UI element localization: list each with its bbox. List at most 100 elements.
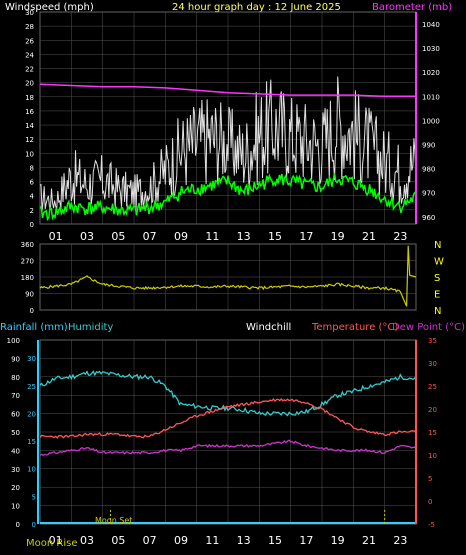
graph-title: 24 hour graph day : 12 June 2025	[172, 2, 341, 13]
hour-tick-label: 15	[268, 230, 282, 243]
direction-degree-label: 90	[25, 291, 34, 299]
barometer-tick-label: 1000	[422, 117, 440, 125]
windspeed-tick-label: 24	[25, 51, 34, 59]
temp-panel-series	[39, 370, 417, 524]
temperature-line	[39, 397, 417, 439]
hour-tick-label: 09	[174, 230, 188, 243]
humidity-tick-label: 0	[16, 521, 20, 529]
direction-degree-label: 180	[21, 274, 34, 282]
temperature-tick-label: -5	[428, 521, 435, 529]
temperature-tick-label: 35	[428, 337, 437, 345]
windspeed-tick-label: 28	[25, 23, 34, 31]
hour-tick-label: 03	[80, 534, 94, 547]
barometer-tick-label: 1030	[422, 45, 440, 53]
windspeed-tick-label: 10	[25, 150, 34, 158]
windchill-axis-title: Windchill	[246, 322, 291, 333]
dew-point-line	[39, 439, 417, 456]
wind-direction-line	[39, 245, 417, 307]
windspeed-line	[39, 76, 417, 212]
windspeed-tick-label: 6	[30, 179, 35, 187]
moon-rise-label: Moon Rise	[26, 538, 77, 549]
humidity-tick-label: 10	[11, 503, 20, 511]
barometer-tick-label: 1020	[422, 69, 440, 77]
barometer-tick-label: 970	[422, 190, 435, 198]
hour-tick-label: 17	[299, 534, 313, 547]
hour-tick-label: 17	[299, 230, 313, 243]
barometer-tick-label: 1010	[422, 93, 440, 101]
hour-tick-label: 19	[331, 230, 345, 243]
rain-tick-label: 20	[27, 410, 36, 418]
windspeed-tick-label: 30	[25, 9, 34, 17]
compass-label: E	[434, 290, 440, 301]
rain-tick-label: 30	[27, 355, 36, 363]
direction-degree-label: 0	[30, 307, 34, 315]
humidity-tick-label: 90	[11, 355, 20, 363]
hour-tick-label: 05	[111, 534, 125, 547]
windspeed-tick-label: 2	[30, 207, 34, 215]
hour-tick-label: 13	[237, 230, 251, 243]
barometer-tick-label: 960	[422, 214, 435, 222]
humidity-tick-label: 40	[11, 447, 20, 455]
rain-tick-label: 25	[27, 383, 36, 391]
humidity-tick-label: 50	[11, 429, 20, 437]
temperature-tick-label: 25	[428, 383, 437, 391]
barometer-line	[39, 83, 416, 98]
windspeed-tick-label: 12	[25, 136, 34, 144]
barometer-tick-label: 990	[422, 142, 435, 150]
windspeed-tick-label: 18	[25, 94, 34, 102]
rain-tick-label: 10	[27, 466, 36, 474]
rain-tick-label: 15	[27, 438, 36, 446]
hour-tick-label: 07	[143, 230, 157, 243]
hour-tick-labels-bottom: 01 03 05 07 09 11 13 15 17 19 21 23	[49, 534, 408, 547]
temperature-tick-label: 0	[428, 498, 432, 506]
temperature-tick-label: 5	[428, 475, 432, 483]
wind-panel-series	[39, 76, 417, 222]
barometer-tick-label: 1040	[422, 21, 440, 29]
windspeed-tick-label: 8	[30, 164, 34, 172]
direction-degree-labels: 0 90 180 270 360	[21, 241, 34, 315]
hour-tick-label: 15	[268, 534, 282, 547]
direction-degree-label: 270	[21, 258, 34, 266]
rainfall-axis-title: Rainfall (mm)	[0, 322, 68, 333]
direction-degree-label: 360	[21, 241, 34, 249]
compass-label: S	[434, 273, 440, 284]
direction-panel-series	[39, 245, 417, 307]
hour-tick-label: 09	[174, 534, 188, 547]
average-wind-line	[39, 172, 417, 222]
humidity-tick-label: 80	[11, 374, 20, 382]
hour-tick-label: 19	[331, 534, 345, 547]
humidity-tick-label: 100	[7, 337, 20, 345]
dew-point-axis-title: Dew Point (°C)	[392, 322, 465, 333]
hour-tick-label: 11	[205, 534, 219, 547]
windspeed-tick-label: 4	[30, 193, 35, 201]
temperature-tick-label: 15	[428, 429, 437, 437]
humidity-axis-title: Humidity	[68, 322, 113, 333]
hour-tick-label: 03	[80, 230, 94, 243]
rain-tick-label: 5	[32, 493, 36, 501]
compass-label: N	[434, 306, 441, 317]
hour-tick-label: 21	[362, 534, 376, 547]
rain-tick-labels: 0 5 10 15 20 25 30	[27, 355, 36, 529]
moon-set-label: Moon Set	[95, 516, 132, 525]
hour-tick-label: 01	[49, 230, 63, 243]
temperature-tick-labels: -5 0 5 10 15 20 25 30 35	[428, 337, 437, 529]
hour-tick-label: 23	[393, 534, 407, 547]
compass-label: W	[434, 257, 444, 268]
humidity-tick-label: 20	[11, 484, 20, 492]
temperature-tick-label: 30	[428, 360, 437, 368]
windspeed-tick-label: 14	[25, 122, 34, 130]
barometer-tick-labels: 960 970 980 990 1000 1010 1020 1030 1040	[422, 21, 440, 222]
temperature-axis-title: Temperature (°C)	[311, 322, 398, 333]
humidity-tick-labels: 0 10 20 30 40 50 60 70 80 90 100	[7, 337, 20, 529]
temperature-tick-label: 20	[428, 406, 437, 414]
compass-label: N	[434, 240, 441, 251]
hour-tick-label: 01	[49, 534, 63, 547]
windspeed-tick-label: 16	[25, 108, 34, 116]
hour-tick-labels: 01 03 05 07 09 11 13 15 17 19 21 23	[49, 230, 408, 243]
direction-panel-grid	[39, 243, 417, 311]
hour-tick-label: 13	[237, 534, 251, 547]
hour-tick-label: 07	[143, 534, 157, 547]
